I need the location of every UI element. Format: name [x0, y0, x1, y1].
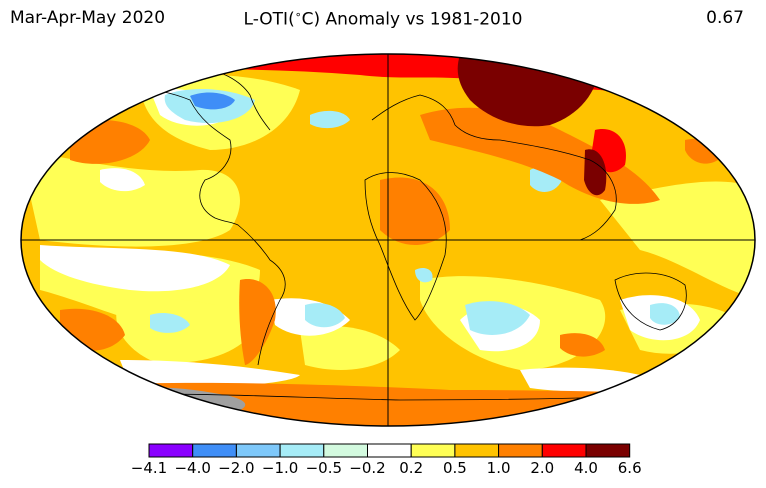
- anomaly-patch-orange: [239, 279, 276, 365]
- anomaly-patch-cyan: [310, 110, 350, 129]
- coastlines: [99, 67, 687, 401]
- anomaly-patch-white: [40, 245, 230, 292]
- degree-symbol: ∘: [294, 8, 302, 21]
- anomaly-patch-blue: [190, 92, 235, 110]
- legend-tick-label: −0.5: [305, 459, 343, 477]
- anomaly-patch-yellow: [21, 150, 240, 247]
- map-title: L-OTI(∘C) Anomaly vs 1981-2010: [0, 8, 766, 30]
- legend-bin: [323, 443, 368, 458]
- legend-bins: [148, 443, 631, 458]
- map-border: [20, 53, 756, 427]
- title-prefix: L-OTI(: [243, 9, 295, 30]
- anomaly-patch-cyan: [150, 313, 190, 333]
- title-suffix: C) Anomaly vs 1981-2010: [301, 9, 523, 30]
- anomaly-patch-yellow: [116, 298, 260, 363]
- legend-tick-label: −1.0: [261, 459, 299, 477]
- legend-tick-label: 0.2: [399, 459, 424, 477]
- global-mean-value: 0.67: [706, 8, 744, 28]
- legend-tick-label: 4.0: [574, 459, 598, 477]
- coastline-americas: [99, 88, 286, 366]
- anomaly-patch-white: [120, 360, 300, 387]
- legend-bin: [498, 443, 543, 458]
- legend-bin: [235, 443, 281, 458]
- anomaly-patch-yellow: [300, 326, 400, 370]
- period-label: Mar-Apr-May 2020: [10, 8, 166, 28]
- legend-tick-label: −0.2: [349, 459, 386, 477]
- legend-tick-label: −2.0: [218, 459, 255, 477]
- legend-bin: [192, 443, 237, 458]
- legend-tick-label: 1.0: [486, 459, 511, 477]
- legend-bin: [148, 443, 194, 458]
- anomaly-patch-cyan: [465, 301, 530, 335]
- legend-bin: [367, 443, 412, 458]
- legend-tick-label: −4.1: [130, 459, 168, 477]
- anomaly-patch-cyan: [305, 303, 345, 328]
- legend-bin: [585, 443, 631, 458]
- anomaly-patch-white: [100, 168, 145, 192]
- legend-tick-label: −4.0: [174, 459, 211, 477]
- coastline-africa: [364, 172, 447, 321]
- anomaly-patch-orange: [560, 333, 605, 357]
- legend-bin: [410, 443, 456, 458]
- anomaly-patch-cyan: [415, 268, 433, 283]
- legend-tick-label: 2.0: [530, 459, 555, 477]
- legend-tick-label: 6.6: [617, 459, 642, 477]
- legend-tick-label: 0.5: [442, 459, 467, 477]
- legend-bin: [279, 443, 325, 458]
- coastline-eurasia: [371, 94, 617, 241]
- anomaly-patch-cyan: [650, 303, 680, 325]
- legend-bin: [541, 443, 587, 458]
- anomaly-patch-yellow: [600, 181, 755, 300]
- coastline-australia: [614, 272, 687, 331]
- anomaly-patch-darkred: [584, 149, 607, 196]
- legend-bin: [454, 443, 500, 458]
